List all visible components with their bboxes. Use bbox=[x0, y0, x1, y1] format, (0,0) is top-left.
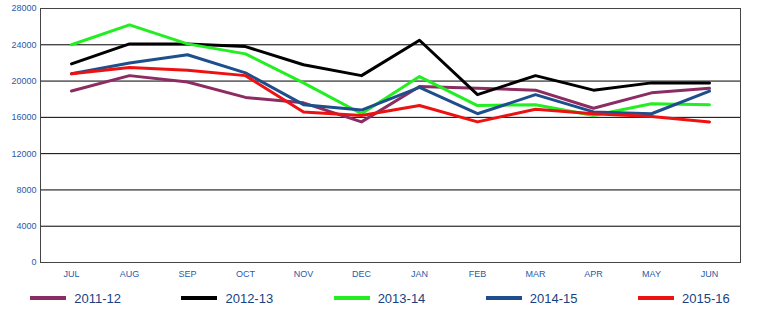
svg-text:16000: 16000 bbox=[11, 112, 36, 122]
svg-text:SEP: SEP bbox=[178, 269, 196, 279]
svg-text:JAN: JAN bbox=[411, 269, 428, 279]
svg-text:APR: APR bbox=[584, 269, 603, 279]
svg-text:NOV: NOV bbox=[294, 269, 314, 279]
svg-text:FEB: FEB bbox=[469, 269, 487, 279]
svg-text:24000: 24000 bbox=[11, 40, 36, 50]
svg-text:OCT: OCT bbox=[236, 269, 256, 279]
svg-text:20000: 20000 bbox=[11, 76, 36, 86]
html-text:2015-16: 2015-16 bbox=[682, 290, 730, 306]
svg-text:0: 0 bbox=[31, 257, 36, 267]
svg-text:12000: 12000 bbox=[11, 149, 36, 159]
html-text:2014-15: 2014-15 bbox=[529, 290, 578, 306]
html-text:2013-14: 2013-14 bbox=[377, 290, 426, 306]
svg-text:AUG: AUG bbox=[120, 269, 140, 279]
svg-text:DEC: DEC bbox=[352, 269, 372, 279]
html-text:2011-12: 2011-12 bbox=[74, 290, 121, 306]
svg-text:JUN: JUN bbox=[701, 269, 719, 279]
svg-text:8000: 8000 bbox=[16, 185, 36, 195]
svg-text:MAY: MAY bbox=[642, 269, 661, 279]
svg-text:4000: 4000 bbox=[16, 221, 36, 231]
svg-text:MAR: MAR bbox=[526, 269, 547, 279]
svg-text:JUL: JUL bbox=[63, 269, 79, 279]
svg-text:28000: 28000 bbox=[11, 3, 36, 13]
html-text:2012-13: 2012-13 bbox=[225, 290, 274, 306]
